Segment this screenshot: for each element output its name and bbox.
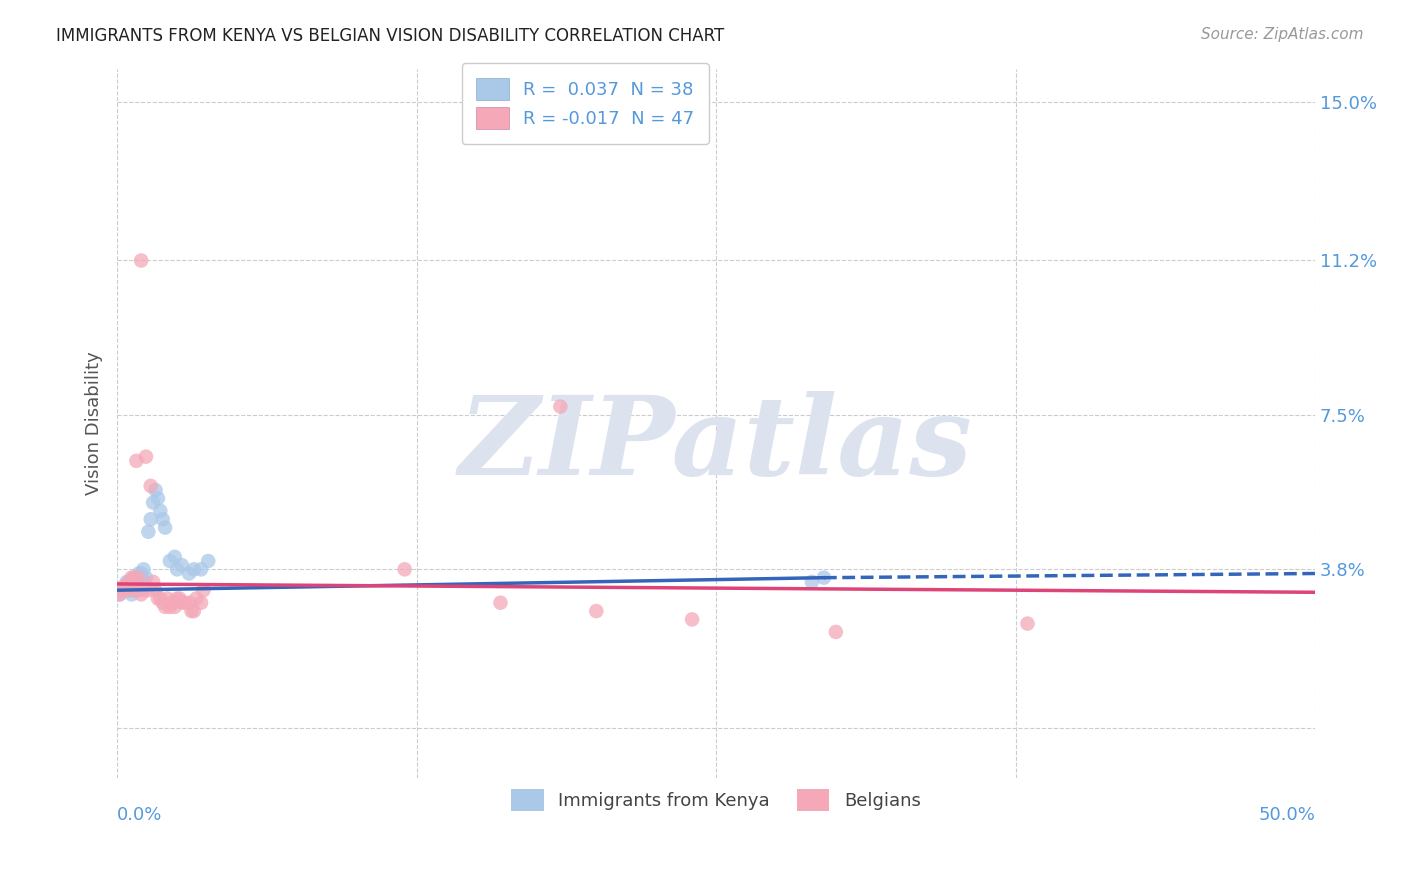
Text: IMMIGRANTS FROM KENYA VS BELGIAN VISION DISABILITY CORRELATION CHART: IMMIGRANTS FROM KENYA VS BELGIAN VISION … <box>56 27 724 45</box>
Point <box>111 583 134 598</box>
Point <box>149 504 172 518</box>
Point <box>121 583 143 598</box>
Point <box>129 253 152 268</box>
Point <box>132 574 155 589</box>
Point <box>170 558 193 573</box>
Point <box>180 604 202 618</box>
Point <box>108 587 131 601</box>
Point <box>394 562 416 576</box>
Point <box>115 579 138 593</box>
Point <box>122 571 145 585</box>
Point <box>190 562 212 576</box>
Point <box>152 512 174 526</box>
Point <box>1017 616 1039 631</box>
Text: Source: ZipAtlas.com: Source: ZipAtlas.com <box>1201 27 1364 42</box>
Point <box>800 574 823 589</box>
Point <box>145 583 167 598</box>
Point <box>197 554 219 568</box>
Point <box>125 454 148 468</box>
Point <box>177 566 200 581</box>
Point <box>169 591 191 606</box>
Point <box>112 579 135 593</box>
Point <box>118 583 141 598</box>
Text: ZIPatlas: ZIPatlas <box>460 391 973 499</box>
Point <box>152 596 174 610</box>
Point <box>166 591 188 606</box>
Point <box>125 574 148 589</box>
Point <box>136 524 159 539</box>
Point <box>128 566 150 581</box>
Point <box>149 591 172 606</box>
Point <box>121 574 143 589</box>
Point <box>183 562 205 576</box>
Point <box>159 554 181 568</box>
Point <box>163 599 186 614</box>
Point <box>145 483 167 497</box>
Point <box>121 571 143 585</box>
Point <box>146 491 169 506</box>
Point <box>122 583 145 598</box>
Y-axis label: Vision Disability: Vision Disability <box>86 351 103 495</box>
Point <box>132 562 155 576</box>
Point <box>111 583 134 598</box>
Point <box>159 599 181 614</box>
Point <box>132 583 155 598</box>
Point <box>115 583 138 598</box>
Point <box>142 495 165 509</box>
Point <box>186 591 208 606</box>
Point <box>122 579 145 593</box>
Point <box>183 604 205 618</box>
Point <box>813 571 835 585</box>
Point <box>139 512 162 526</box>
Point <box>121 587 143 601</box>
Point <box>177 596 200 610</box>
Point <box>681 612 703 626</box>
Point <box>166 562 188 576</box>
Point <box>125 579 148 593</box>
Point <box>129 579 152 593</box>
Point <box>136 583 159 598</box>
Point <box>170 596 193 610</box>
Point <box>135 571 157 585</box>
Point <box>115 579 138 593</box>
Point <box>153 520 176 534</box>
Point <box>162 596 184 610</box>
Point <box>128 571 150 585</box>
Point <box>156 591 179 606</box>
Point <box>125 571 148 585</box>
Point <box>122 571 145 585</box>
Point <box>135 450 157 464</box>
Point <box>190 596 212 610</box>
Point <box>128 583 150 598</box>
Point <box>163 549 186 564</box>
Point <box>118 574 141 589</box>
Text: 0.0%: 0.0% <box>117 806 163 824</box>
Text: 50.0%: 50.0% <box>1258 806 1315 824</box>
Point <box>129 587 152 601</box>
Point <box>112 579 135 593</box>
Point <box>115 574 138 589</box>
Point <box>824 624 846 639</box>
Point <box>118 579 141 593</box>
Point <box>153 599 176 614</box>
Point <box>585 604 607 618</box>
Point <box>550 400 572 414</box>
Point <box>193 583 215 598</box>
Point <box>142 574 165 589</box>
Point <box>108 587 131 601</box>
Point <box>489 596 512 610</box>
Point <box>129 566 152 581</box>
Point <box>173 596 195 610</box>
Point <box>139 479 162 493</box>
Legend: Immigrants from Kenya, Belgians: Immigrants from Kenya, Belgians <box>505 782 928 819</box>
Point <box>118 574 141 589</box>
Point <box>146 591 169 606</box>
